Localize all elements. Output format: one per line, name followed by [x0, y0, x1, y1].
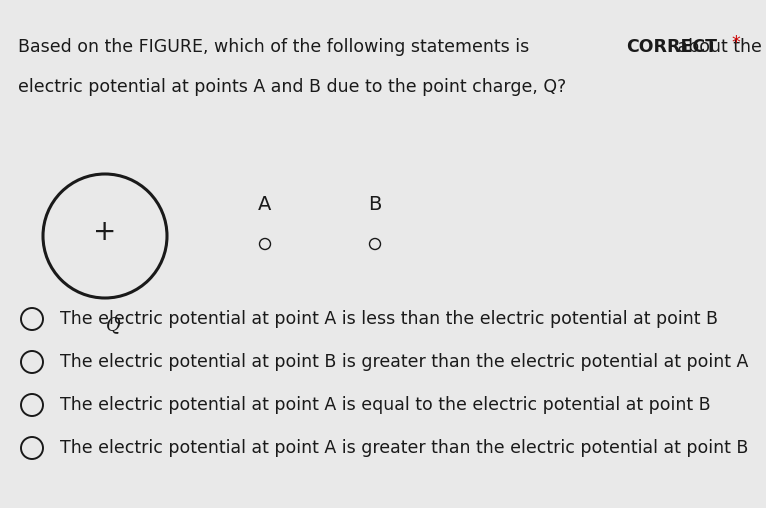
Text: *: *	[732, 34, 741, 52]
Text: Based on the FIGURE, which of the following statements is: Based on the FIGURE, which of the follow…	[18, 38, 535, 56]
Text: B: B	[368, 195, 381, 214]
Text: The electric potential at point B is greater than the electric potential at poin: The electric potential at point B is gre…	[60, 353, 748, 371]
Text: The electric potential at point A is greater than the electric potential at poin: The electric potential at point A is gre…	[60, 439, 748, 457]
Text: A: A	[258, 195, 272, 214]
Text: Q: Q	[106, 316, 120, 334]
Text: The electric potential at point A is less than the electric potential at point B: The electric potential at point A is les…	[60, 310, 718, 328]
Text: +: +	[93, 218, 116, 246]
Text: electric potential at points A and B due to the point charge, Q?: electric potential at points A and B due…	[18, 78, 566, 96]
Text: about the: about the	[673, 38, 762, 56]
Text: The electric potential at point A is equal to the electric potential at point B: The electric potential at point A is equ…	[60, 396, 711, 414]
Text: CORRECT: CORRECT	[627, 38, 718, 56]
